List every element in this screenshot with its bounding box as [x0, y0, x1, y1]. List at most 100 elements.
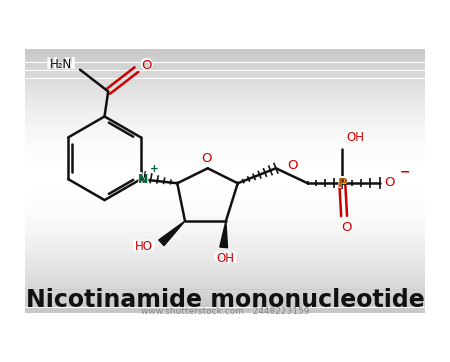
Bar	[25, 204, 425, 206]
Text: +: +	[150, 164, 159, 174]
Polygon shape	[220, 221, 228, 248]
Text: O: O	[383, 175, 396, 190]
Text: O: O	[286, 158, 300, 173]
Text: HO: HO	[135, 240, 153, 253]
Bar	[25, 60, 425, 63]
Text: OH: OH	[346, 131, 364, 144]
Bar	[25, 79, 425, 81]
Bar	[25, 177, 425, 180]
Bar	[25, 174, 425, 177]
Text: P: P	[337, 176, 348, 191]
Text: OH: OH	[216, 252, 234, 265]
Bar	[25, 169, 425, 172]
Text: −: −	[400, 165, 410, 178]
Bar	[25, 206, 425, 209]
Bar	[25, 193, 425, 195]
Text: OH: OH	[213, 251, 238, 266]
Bar	[25, 220, 425, 222]
Bar	[25, 182, 425, 185]
Bar	[25, 257, 425, 260]
Bar	[25, 73, 425, 76]
Text: O: O	[141, 59, 152, 72]
Bar	[25, 172, 425, 174]
Bar	[25, 236, 425, 238]
Bar	[25, 278, 425, 281]
Bar	[25, 225, 425, 228]
Text: www.shutterstock.com · 2448223159: www.shutterstock.com · 2448223159	[141, 307, 309, 316]
Bar	[25, 52, 425, 55]
Bar	[25, 142, 425, 145]
Text: O: O	[202, 152, 212, 165]
Bar	[25, 262, 425, 265]
Bar	[25, 132, 425, 134]
Bar	[25, 108, 425, 110]
Bar	[25, 105, 425, 108]
Bar	[25, 268, 425, 270]
Bar	[25, 137, 425, 140]
Bar	[25, 87, 425, 89]
Bar	[25, 198, 425, 201]
Polygon shape	[159, 221, 185, 246]
Bar	[25, 153, 425, 156]
Bar	[25, 47, 425, 49]
Bar	[25, 214, 425, 217]
Bar	[25, 97, 425, 100]
Bar	[25, 164, 425, 167]
Bar	[25, 246, 425, 249]
Bar	[25, 283, 425, 286]
Bar	[25, 63, 425, 65]
Text: O: O	[384, 176, 395, 189]
Text: OH: OH	[342, 130, 367, 145]
Bar	[25, 71, 425, 73]
Bar	[25, 65, 425, 68]
Bar	[25, 161, 425, 164]
Bar	[25, 244, 425, 246]
Bar	[25, 299, 425, 302]
Bar	[25, 150, 425, 153]
Bar	[25, 145, 425, 148]
Text: O: O	[288, 159, 298, 172]
Text: H₂N: H₂N	[45, 57, 76, 72]
Bar	[25, 116, 425, 118]
Bar	[25, 222, 425, 225]
Bar	[25, 310, 425, 313]
Bar	[25, 129, 425, 132]
Bar	[25, 228, 425, 230]
Bar	[25, 167, 425, 169]
Bar	[25, 94, 425, 97]
Text: P: P	[338, 177, 347, 190]
Text: O: O	[342, 221, 352, 234]
Bar	[25, 188, 425, 190]
Bar	[25, 140, 425, 142]
Bar	[25, 302, 425, 305]
Bar	[25, 196, 425, 198]
Bar	[25, 124, 425, 126]
Bar	[25, 305, 425, 307]
Bar	[25, 209, 425, 212]
Bar	[25, 81, 425, 84]
Text: O: O	[200, 151, 214, 166]
Bar	[25, 190, 425, 193]
Bar	[25, 89, 425, 92]
Bar	[25, 252, 425, 254]
Bar	[25, 275, 425, 278]
Bar	[25, 289, 425, 291]
Bar	[25, 118, 425, 121]
Text: H₂N: H₂N	[50, 58, 72, 71]
Bar	[25, 291, 425, 294]
Bar	[25, 110, 425, 113]
Bar	[25, 134, 425, 137]
Bar	[25, 265, 425, 268]
Bar	[25, 84, 425, 87]
Bar	[25, 241, 425, 244]
Bar	[25, 76, 425, 79]
Bar	[25, 270, 425, 273]
Bar	[25, 217, 425, 220]
Text: HO: HO	[132, 239, 157, 254]
Bar	[25, 297, 425, 299]
Bar	[25, 233, 425, 236]
Bar	[25, 286, 425, 289]
Bar	[25, 55, 425, 57]
Bar	[25, 68, 425, 71]
Text: Nicotinamide mononucleotide: Nicotinamide mononucleotide	[26, 288, 424, 312]
